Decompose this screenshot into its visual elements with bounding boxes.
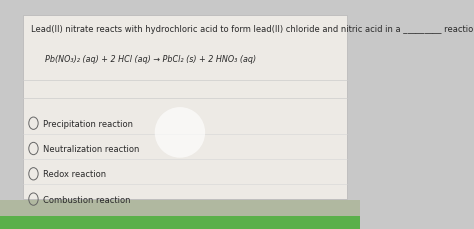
Text: Combustion reaction: Combustion reaction [43,195,131,204]
Bar [23,16,347,199]
Text: Redox reaction: Redox reaction [43,169,106,179]
Text: Lead(II) nitrate reacts with hydrochloric acid to form lead(II) chloride and nit: Lead(II) nitrate reacts with hydrochlori… [31,25,474,34]
Bar [0,216,360,229]
Text: Precipitation reaction: Precipitation reaction [43,119,133,128]
Text: Pb(NO₃)₂ (aq) + 2 HCl (aq) → PbCl₂ (s) + 2 HNO₃ (aq): Pb(NO₃)₂ (aq) + 2 HCl (aq) → PbCl₂ (s) +… [45,55,256,64]
Text: Neutralization reaction: Neutralization reaction [43,144,139,153]
Bar [0,200,360,216]
Ellipse shape [155,108,205,158]
